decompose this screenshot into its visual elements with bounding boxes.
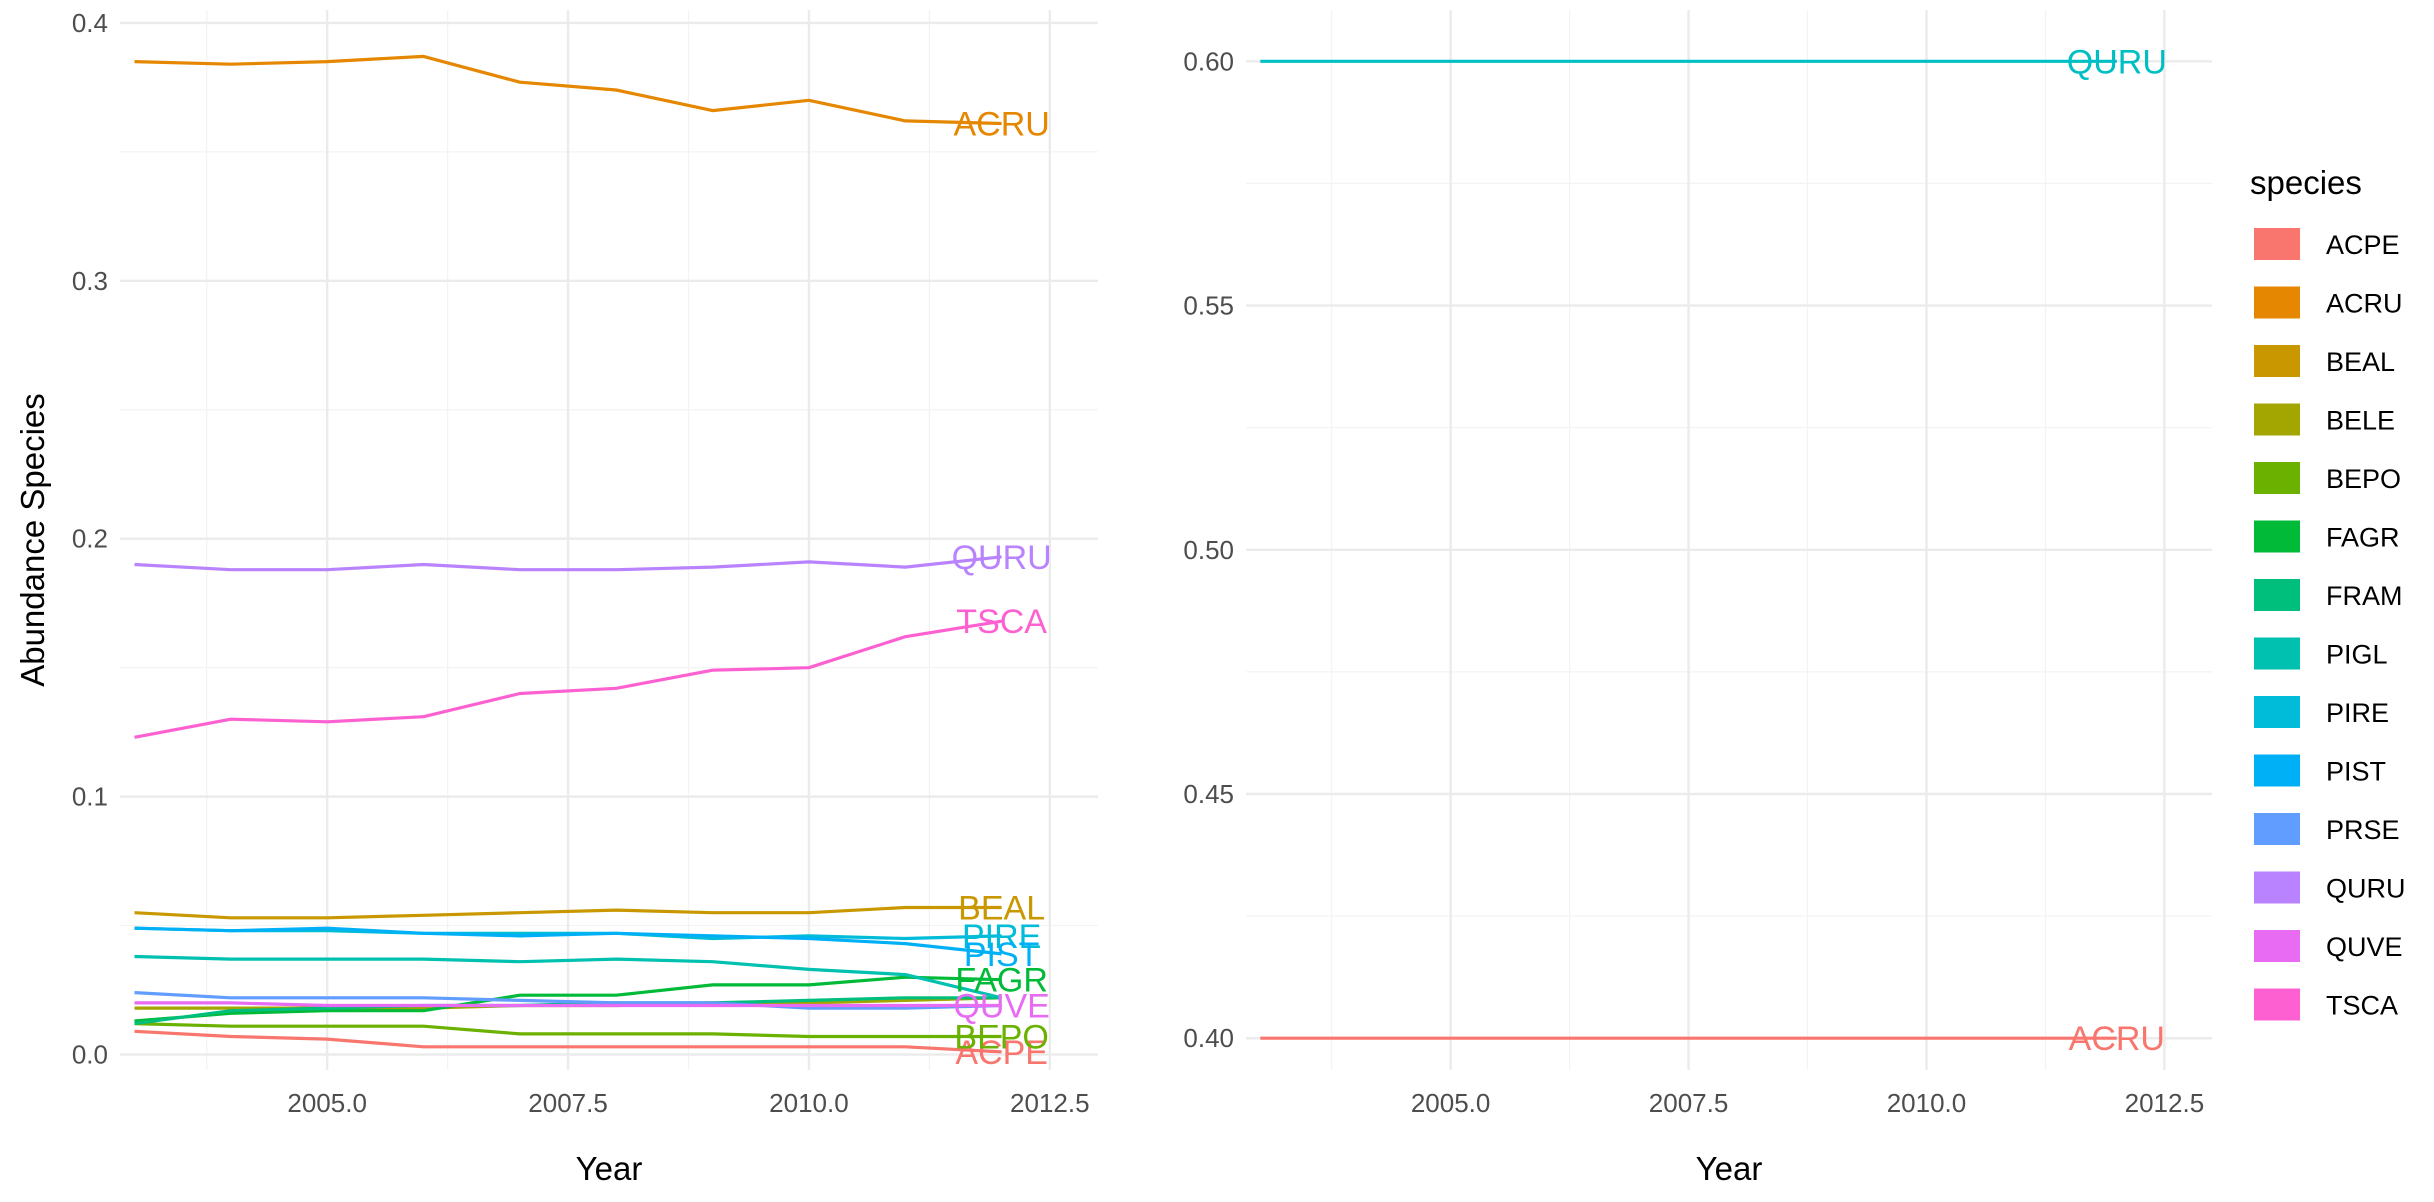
legend-swatch — [2254, 696, 2300, 728]
legend: species ACPE ACRU BEAL BELE BEPO FAGR FRAM PIGL… — [2250, 164, 2406, 1021]
legend-item: FRAM — [2254, 579, 2403, 611]
end-label-quru: QURU — [2067, 43, 2167, 81]
legend-item: PIGL — [2254, 637, 2388, 670]
series-line-acru — [134, 54, 1002, 126]
legend-label: BELE — [2326, 406, 2395, 436]
legend-item: BELE — [2254, 403, 2395, 436]
x-tick-label: 2012.5 — [2125, 1088, 2205, 1118]
legend-item: BEAL — [2254, 345, 2395, 377]
right-chart-panel: 2005.0 2007.5 2010.0 2012.5 0.40 0.45 0.50 0.55… — [1183, 10, 2212, 1187]
y-tick-label: 0.55 — [1183, 291, 1234, 321]
series-line-bepo — [134, 1022, 1002, 1039]
legend-swatch — [2254, 345, 2300, 377]
end-label-fagr: FAGR — [955, 962, 1048, 1000]
legend-label: QUVE — [2326, 932, 2403, 962]
x-tick-label: 2012.5 — [1010, 1088, 1090, 1118]
legend-label: QURU — [2326, 874, 2406, 904]
legend-label: PIST — [2326, 757, 2386, 787]
x-tick-label: 2005.0 — [287, 1088, 367, 1118]
end-label-bepo: BEPO — [954, 1018, 1048, 1056]
series-lines — [1260, 59, 2117, 1040]
legend-label: FAGR — [2326, 523, 2400, 553]
end-label-beal: BEAL — [958, 890, 1045, 928]
grid — [120, 10, 1098, 1070]
y-tick-label: 0.45 — [1183, 779, 1234, 809]
legend-label: ACPE — [2326, 230, 2400, 260]
end-label-acpe: ACPE — [955, 1034, 1048, 1072]
legend-swatch — [2254, 754, 2300, 787]
legend-swatch — [2254, 988, 2300, 1021]
legend-label: BEPO — [2326, 464, 2401, 494]
series-lines — [134, 54, 1002, 1054]
y-tick-label: 0.1 — [72, 782, 108, 812]
end-label-acru: ACRU — [953, 105, 1049, 143]
series-line-pigl — [134, 954, 1002, 1000]
end-labels: ACRU QURU — [2067, 43, 2167, 1058]
left-chart-panel: 2005.0 2007.5 2010.0 2012.5 0.0 0.1 0.2 0.3 0.4 Y… — [14, 8, 1098, 1187]
legend-swatch — [2254, 871, 2300, 904]
series-line-beal — [134, 905, 1002, 920]
legend-title: species — [2250, 164, 2362, 201]
legend-swatch — [2254, 579, 2300, 611]
legend-label: TSCA — [2326, 991, 2398, 1021]
y-tick-label: 0.2 — [72, 524, 108, 554]
legend-swatch — [2254, 637, 2300, 670]
legend-swatch — [2254, 930, 2300, 962]
x-tick-label: 2007.5 — [528, 1088, 608, 1118]
y-tick-label: 0.40 — [1183, 1023, 1234, 1053]
legend-item: QUVE — [2254, 930, 2403, 962]
legend-label: BEAL — [2326, 347, 2395, 377]
y-tick-label: 0.60 — [1183, 46, 1234, 76]
series-line-tsca — [134, 619, 1002, 739]
y-tick-label: 0.0 — [72, 1040, 108, 1070]
grid — [1246, 10, 2212, 1070]
legend-label: PRSE — [2326, 815, 2400, 845]
legend-item: ACPE — [2254, 228, 2400, 260]
x-axis-title: Year — [576, 1150, 643, 1187]
legend-item: QURU — [2254, 871, 2406, 904]
legend-item: FAGR — [2254, 520, 2400, 553]
legend-swatch — [2254, 813, 2300, 845]
end-label-pire: PIRE — [962, 918, 1041, 956]
x-axis-title: Year — [1696, 1150, 1763, 1187]
legend-label: FRAM — [2326, 581, 2403, 611]
y-tick-label: 0.50 — [1183, 535, 1234, 565]
x-tick-label: 2005.0 — [1411, 1088, 1491, 1118]
series-line-fagr — [134, 975, 1002, 1023]
end-label-quve: QUVE — [953, 988, 1049, 1026]
series-line-quve — [134, 1001, 1002, 1008]
legend-swatch — [2254, 286, 2300, 319]
series-line-prse — [134, 991, 1002, 1010]
end-label-acru: ACRU — [2069, 1020, 2165, 1058]
end-label-quru: QURU — [952, 539, 1052, 577]
series-line-quru — [134, 555, 1002, 572]
legend-item: TSCA — [2254, 988, 2398, 1021]
x-tick-label: 2010.0 — [1887, 1088, 1967, 1118]
legend-label: PIGL — [2326, 640, 2388, 670]
legend-item: PIRE — [2254, 696, 2389, 728]
legend-item: PRSE — [2254, 813, 2400, 845]
legend-label: PIRE — [2326, 698, 2389, 728]
legend-swatch — [2254, 403, 2300, 436]
legend-swatch — [2254, 228, 2300, 260]
x-tick-label: 2007.5 — [1649, 1088, 1729, 1118]
legend-item: BEPO — [2254, 462, 2401, 494]
y-tick-label: 0.3 — [72, 266, 108, 296]
y-axis-title: Abundance Species — [14, 393, 51, 687]
end-label-tsca: TSCA — [956, 603, 1047, 641]
legend-item: PIST — [2254, 754, 2386, 787]
series-line-pist — [134, 926, 1002, 956]
legend-swatch — [2254, 462, 2300, 494]
x-tick-label: 2010.0 — [769, 1088, 849, 1118]
legend-item: ACRU — [2254, 286, 2403, 319]
end-label-pist: PIST — [964, 936, 1040, 974]
legend-swatch — [2254, 520, 2300, 553]
series-line-acpe — [134, 1029, 1002, 1054]
y-tick-label: 0.4 — [72, 8, 108, 38]
legend-label: ACRU — [2326, 289, 2403, 319]
